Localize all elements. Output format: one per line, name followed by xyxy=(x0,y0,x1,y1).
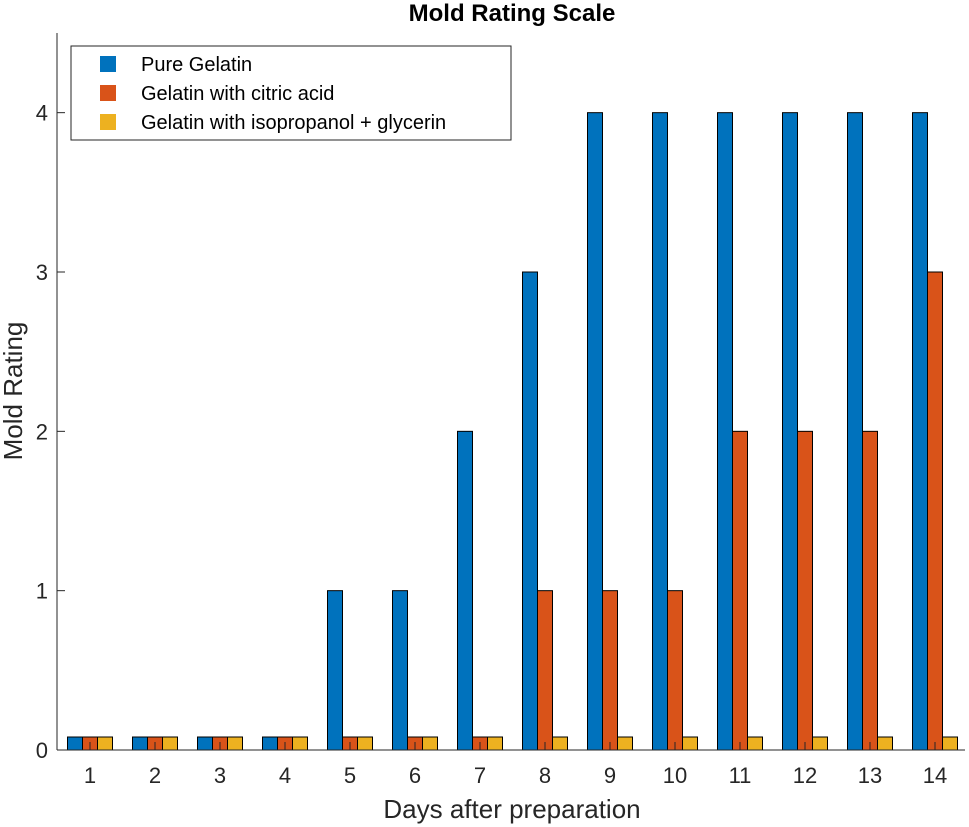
bar-3-4 xyxy=(292,736,308,751)
x-tick-label-1: 1 xyxy=(84,763,96,788)
bar-3-9 xyxy=(617,736,633,751)
x-tick-label-4: 4 xyxy=(279,763,291,788)
bar-1-11 xyxy=(717,112,733,751)
chart-title: Mold Rating Scale xyxy=(409,0,616,27)
x-tick-label-11: 11 xyxy=(729,763,752,788)
bar-1-7 xyxy=(457,430,473,751)
bar-1-8 xyxy=(522,271,538,751)
bar-1-1 xyxy=(67,736,83,751)
bar-1-5 xyxy=(327,590,343,751)
bar-2-8 xyxy=(537,590,553,751)
y-tick-label-2: 2 xyxy=(36,419,48,444)
legend-box xyxy=(70,45,512,141)
bar-3-6 xyxy=(422,736,438,751)
bar-1-4 xyxy=(262,736,278,751)
x-tick-label-9: 9 xyxy=(604,763,616,788)
x-tick-label-2: 2 xyxy=(149,763,161,788)
bar-1-3 xyxy=(197,736,213,751)
bar-1-14 xyxy=(912,112,928,751)
bar-2-11 xyxy=(732,430,748,751)
bar-3-7 xyxy=(487,736,503,751)
bar-3-5 xyxy=(357,736,373,751)
legend-label-1: Pure Gelatin xyxy=(141,54,252,76)
y-tick-label-4: 4 xyxy=(36,101,48,126)
bar-3-12 xyxy=(812,736,828,751)
legend-label-3: Gelatin with isopropanol + glycerin xyxy=(141,112,446,134)
bar-1-6 xyxy=(392,590,408,751)
bar-2-14 xyxy=(927,271,943,751)
bar-1-13 xyxy=(847,112,863,751)
bar-1-9 xyxy=(587,112,603,751)
y-tick-label-3: 3 xyxy=(36,260,48,285)
bar-3-2 xyxy=(162,736,178,751)
legend-label-2: Gelatin with citric acid xyxy=(141,83,334,105)
bar-1-10 xyxy=(652,112,668,751)
bar-2-12 xyxy=(797,430,813,751)
bar-3-8 xyxy=(552,736,568,751)
bar-3-10 xyxy=(682,736,698,751)
legend-swatch-1 xyxy=(100,56,116,72)
x-tick-label-13: 13 xyxy=(858,763,882,788)
bar-1-12 xyxy=(782,112,798,751)
legend-swatch-3 xyxy=(100,114,116,130)
y-tick-label-1: 1 xyxy=(36,579,48,604)
bar-3-13 xyxy=(877,736,893,751)
y-axis-label: Mold Rating xyxy=(0,322,28,461)
bar-2-9 xyxy=(602,590,618,751)
x-tick-label-3: 3 xyxy=(214,763,226,788)
y-tick-label-0: 0 xyxy=(36,738,48,763)
x-tick-label-10: 10 xyxy=(663,763,687,788)
bar-2-13 xyxy=(862,430,878,751)
x-tick-label-8: 8 xyxy=(539,763,551,788)
bar-3-11 xyxy=(747,736,763,751)
x-tick-label-6: 6 xyxy=(409,763,421,788)
x-tick-label-14: 14 xyxy=(923,763,947,788)
legend: Pure Gelatin Gelatin with citric acid Gela… xyxy=(70,45,512,141)
bar-3-1 xyxy=(97,736,113,751)
bars-group xyxy=(67,112,958,751)
bar-3-14 xyxy=(942,736,958,751)
x-tick-label-5: 5 xyxy=(344,763,356,788)
legend-swatch-2 xyxy=(100,85,116,101)
bar-1-2 xyxy=(132,736,148,751)
x-tick-label-7: 7 xyxy=(474,763,486,788)
bar-2-10 xyxy=(667,590,683,751)
bar-3-3 xyxy=(227,736,243,751)
x-tick-label-12: 12 xyxy=(793,763,817,788)
x-axis-label: Days after preparation xyxy=(383,794,640,824)
axes-group xyxy=(56,33,965,751)
